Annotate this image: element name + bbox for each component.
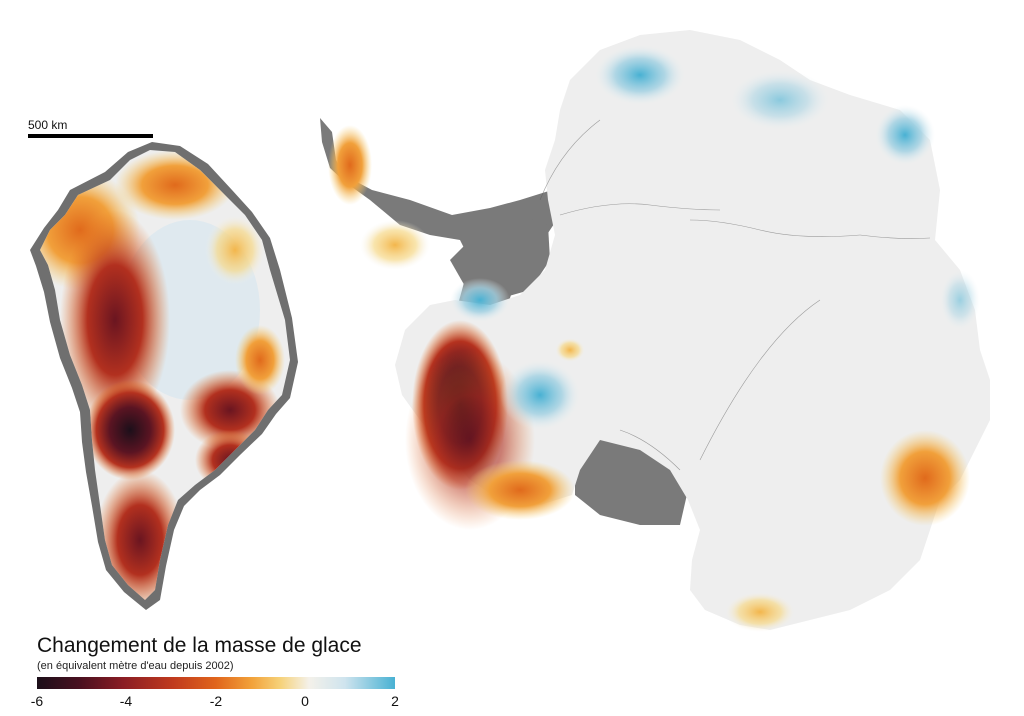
- legend-tick: 0: [301, 693, 309, 709]
- legend-colorbar: [37, 677, 395, 689]
- legend-subtitle: (en équivalent mètre d'eau depuis 2002): [37, 660, 234, 672]
- legend-title: Changement de la masse de glace: [37, 634, 362, 657]
- legend: Changement de la masse de glace (en équi…: [31, 634, 417, 709]
- legend-tick: -2: [209, 693, 223, 709]
- legend-tick: -4: [119, 693, 133, 709]
- scale-bar-line: [28, 134, 153, 138]
- legend-tick: -6: [30, 693, 44, 709]
- scale-bar: 500 km: [28, 118, 153, 138]
- scale-bar-label: 500 km: [28, 118, 68, 132]
- legend-tick: 2: [391, 693, 399, 709]
